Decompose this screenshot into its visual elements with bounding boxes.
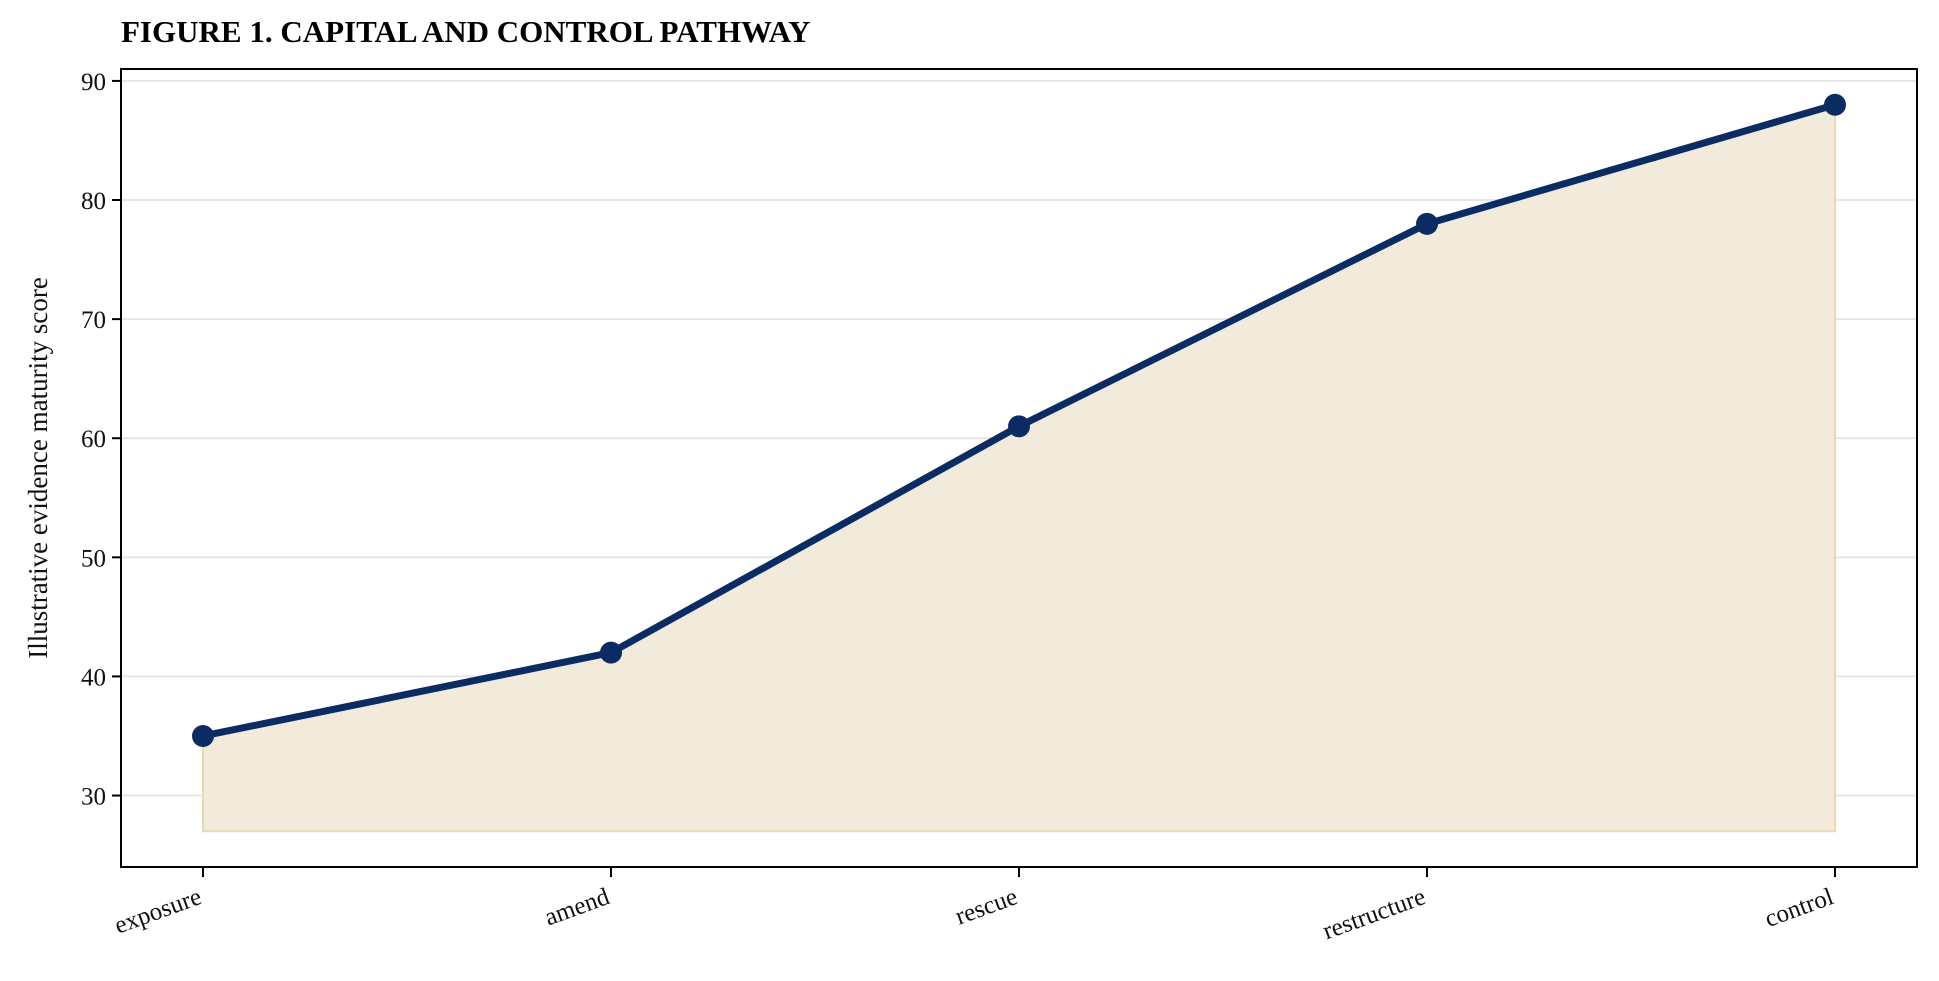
axis-layer: 30 40 50 60 70 80 90 exposure amend rescue restruc…	[23, 68, 1918, 945]
y-tick-label: 50	[81, 545, 106, 572]
data-point	[192, 724, 214, 747]
data-point	[1416, 212, 1438, 235]
x-tick-label: exposure	[111, 883, 205, 939]
x-tick-label: control	[1761, 883, 1837, 933]
area-layer	[202, 103, 1836, 833]
area-fill	[202, 103, 1836, 833]
y-tick-label: 40	[81, 664, 106, 691]
x-tick-label: rescue	[952, 883, 1021, 930]
x-tick-label: restructure	[1319, 883, 1429, 945]
data-point	[1824, 93, 1846, 116]
data-point	[1008, 415, 1030, 438]
y-tick-label: 70	[81, 307, 106, 334]
chart-title: FIGURE 1. CAPITAL AND CONTROL PATHWAY	[121, 14, 811, 49]
y-tick-label: 90	[81, 69, 106, 96]
data-point	[600, 641, 622, 664]
y-axis-label: Illustrative evidence maturity score	[23, 277, 53, 659]
y-tick-label: 30	[81, 784, 106, 811]
y-tick-label: 60	[81, 426, 106, 453]
x-tick-label: amend	[541, 883, 613, 931]
y-tick-label: 80	[81, 188, 106, 215]
point-layer	[192, 93, 1846, 747]
